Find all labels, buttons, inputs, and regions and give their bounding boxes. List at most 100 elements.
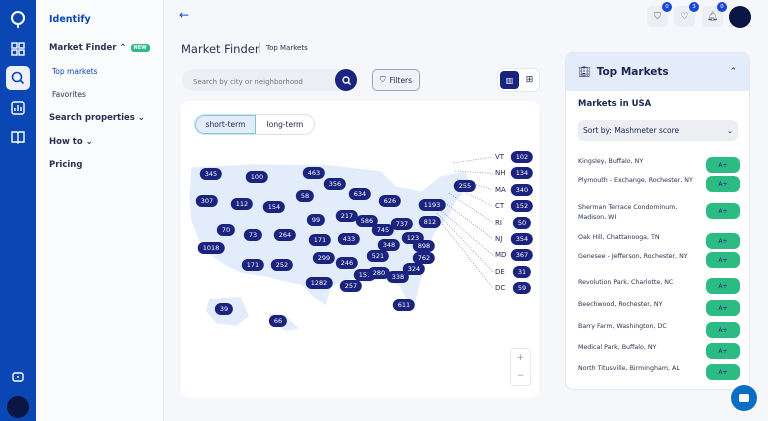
market-list-item[interactable]: Oak Hill, Chattanooga, TN A+ <box>578 233 740 249</box>
small-state-value-badge[interactable]: 50 <box>512 216 532 229</box>
state-value-badge[interactable]: 338 <box>386 271 410 283</box>
small-state-value-badge[interactable]: 354 <box>510 233 534 245</box>
chevron-down-icon: ⌄ <box>727 126 733 135</box>
analytics-icon[interactable] <box>6 96 30 120</box>
book-icon[interactable] <box>6 125 30 149</box>
state-value-badge[interactable]: 171 <box>308 234 332 246</box>
state-value-badge[interactable]: 307 <box>195 195 219 207</box>
market-name: Sherman Terrace Condominum, Madison, WI <box>578 204 678 221</box>
user-avatar[interactable] <box>7 396 29 418</box>
small-state-value-badge[interactable]: 152 <box>510 200 534 213</box>
filters-button[interactable]: ⛉ Filters <box>372 69 420 91</box>
small-state-value-badge[interactable]: 134 <box>510 167 534 180</box>
market-list-item[interactable]: Barry Farm, Washington, DC A+ <box>578 322 740 338</box>
state-value-badge[interactable]: 433 <box>337 233 361 245</box>
zoom-in-button[interactable]: + <box>516 353 525 363</box>
state-value-badge[interactable]: 737 <box>390 218 414 230</box>
tab-short-term[interactable]: short-term <box>195 115 256 134</box>
state-value-badge[interactable]: 154 <box>262 201 286 213</box>
state-value-badge[interactable]: 1282 <box>305 277 333 289</box>
small-state-label: DC <box>495 284 506 293</box>
state-value-badge[interactable]: 112 <box>230 198 254 210</box>
small-state-value-badge[interactable]: 340 <box>510 183 534 196</box>
back-arrow-icon[interactable]: ← <box>179 8 190 22</box>
notifications-button[interactable]: 🔔︎ 0 <box>702 2 727 27</box>
market-list-item[interactable]: North Titusville, Birmingham, AL A+ <box>578 364 740 380</box>
zoom-out-button[interactable]: − <box>516 371 525 381</box>
state-value-badge[interactable]: 345 <box>199 168 223 180</box>
state-value-badge[interactable]: 73 <box>243 229 263 241</box>
small-state-value-badge[interactable]: 59 <box>512 282 532 295</box>
state-value-badge[interactable]: 611 <box>392 299 416 311</box>
filter-notifications-button[interactable]: ⛉ 0 <box>647 2 672 27</box>
icon-rail <box>0 0 36 421</box>
sidebar-item-search-properties[interactable]: Search properties ⌄ <box>49 113 145 123</box>
panel-header[interactable]: 🏢︎ Top Markets ⌃ <box>566 53 749 91</box>
small-state-value-badge[interactable]: 367 <box>510 249 534 262</box>
state-value-badge[interactable]: 39 <box>214 303 234 315</box>
state-value-badge[interactable]: 280 <box>367 267 391 279</box>
state-value-badge[interactable]: 217 <box>335 210 359 222</box>
state-value-badge[interactable]: 246 <box>335 257 359 269</box>
logo-icon[interactable] <box>6 8 30 32</box>
small-state-value-badge[interactable]: 31 <box>512 265 532 278</box>
sidebar-item-market-finder[interactable]: Market Finder ⌃ NEW <box>49 43 150 53</box>
sidebar-item-pricing[interactable]: Pricing <box>49 160 83 170</box>
map-view-button[interactable]: ▥ <box>500 71 519 89</box>
state-value-badge[interactable]: 324 <box>402 263 426 275</box>
dashboard-icon[interactable] <box>6 37 30 61</box>
chat-button[interactable] <box>731 385 757 411</box>
search-button[interactable] <box>335 69 357 91</box>
market-list-item[interactable]: Medical Park, Buffalo, NY A+ <box>578 343 740 359</box>
market-list-item[interactable]: Plymouth - Exchange, Rochester, NY A+ <box>578 176 740 192</box>
sort-select[interactable]: Sort by: Mashmeter score ⌄ <box>578 120 738 141</box>
state-value-badge[interactable]: 255 <box>453 180 477 192</box>
state-value-badge[interactable]: 171 <box>241 259 265 271</box>
filter-icon: ⛉ <box>654 11 661 22</box>
state-value-badge[interactable]: 634 <box>348 188 372 200</box>
search-icon[interactable] <box>6 66 30 90</box>
state-value-badge[interactable]: 356 <box>323 178 347 190</box>
state-value-badge[interactable]: 586 <box>355 215 379 227</box>
chat-icon <box>739 393 749 402</box>
state-value-badge[interactable]: 257 <box>339 280 363 292</box>
sidebar-item-top-markets[interactable]: Top markets <box>52 67 98 76</box>
market-list-item[interactable]: Genesee - Jefferson, Rochester, NY A+ <box>578 252 740 268</box>
state-value-badge[interactable]: 299 <box>312 252 336 264</box>
tab-long-term[interactable]: long-term <box>266 120 304 129</box>
small-state-value-badge[interactable]: 102 <box>510 151 534 163</box>
state-value-badge[interactable]: 762 <box>412 252 436 264</box>
state-value-badge[interactable]: 70 <box>216 224 236 236</box>
state-value-badge[interactable]: 66 <box>268 315 288 327</box>
state-value-badge[interactable]: 252 <box>270 259 294 271</box>
state-value-badge[interactable]: 521 <box>366 250 390 262</box>
state-value-badge[interactable]: 264 <box>273 229 297 241</box>
grade-badge: A+ <box>706 157 740 173</box>
state-value-badge[interactable]: 58 <box>295 190 315 202</box>
market-list-item[interactable]: Beechwood, Rochester, NY A+ <box>578 300 740 316</box>
state-value-badge[interactable]: 1193 <box>418 199 446 211</box>
profile-avatar[interactable] <box>729 6 751 28</box>
state-value-badge[interactable]: 812 <box>418 216 442 228</box>
state-value-badge[interactable]: 1018 <box>197 242 225 254</box>
market-list-item[interactable]: Revolution Park, Charlotte, NC A+ <box>578 278 740 294</box>
state-value-badge[interactable]: 99 <box>306 214 326 226</box>
grade-badge: A+ <box>706 322 740 338</box>
sidebar-item-how-to[interactable]: How to ⌄ <box>49 137 93 147</box>
state-value-badge[interactable]: 898 <box>412 240 436 252</box>
search-input[interactable] <box>182 71 332 93</box>
state-value-badge[interactable]: 745 <box>371 224 395 236</box>
favorites-button[interactable]: ♡ 3 <box>674 2 699 27</box>
grid-view-button[interactable]: ⊞ <box>520 71 539 89</box>
grade-badge: A+ <box>706 300 740 316</box>
sidebar-item-favorites[interactable]: Favorites <box>52 90 86 99</box>
state-value-badge[interactable]: 626 <box>378 195 402 207</box>
help-chat-icon[interactable] <box>6 366 30 390</box>
collapse-chevron-icon[interactable]: ⌃ <box>729 67 737 77</box>
state-value-badge[interactable]: 463 <box>302 167 326 179</box>
market-list-item[interactable]: Kingsley, Buffalo, NY A+ <box>578 157 740 173</box>
market-list-item[interactable]: Sherman Terrace Condominum, Madison, WI A… <box>578 203 740 223</box>
state-value-badge[interactable]: 100 <box>245 171 269 183</box>
state-value-badge[interactable]: 348 <box>377 239 401 251</box>
zoom-controls: + − <box>510 348 531 386</box>
